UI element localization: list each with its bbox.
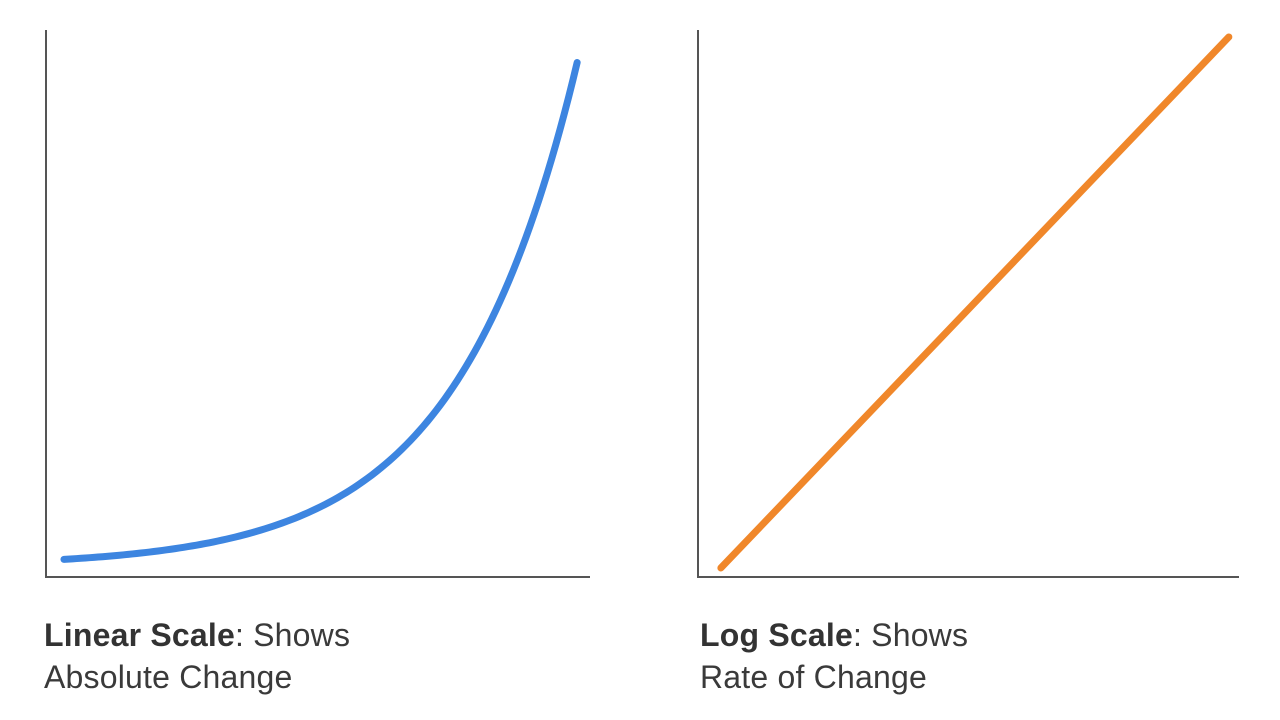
log-scale-panel: Log Scale: Shows Rate of Change — [652, 0, 1272, 720]
caption-text: : Shows — [234, 617, 351, 653]
log-scale-chart — [697, 30, 1239, 578]
caption-emphasis: Log Scale — [700, 617, 853, 653]
series-line — [717, 33, 1233, 572]
linear-scale-chart — [45, 30, 590, 578]
log-scale-caption: Log Scale: Shows Rate of Change — [700, 614, 1260, 698]
caption-text: : Shows — [852, 617, 969, 653]
series-line — [60, 58, 581, 563]
caption-emphasis: Linear Scale — [44, 617, 235, 653]
linear-scale-panel: Linear Scale: Shows Absolute Change — [0, 0, 620, 720]
linear-scale-caption: Linear Scale: Shows Absolute Change — [44, 614, 604, 698]
linear-scale-axes — [45, 30, 590, 578]
caption-line-2: Rate of Change — [700, 659, 927, 695]
log-scale-axes — [697, 30, 1239, 578]
caption-line-2: Absolute Change — [44, 659, 293, 695]
